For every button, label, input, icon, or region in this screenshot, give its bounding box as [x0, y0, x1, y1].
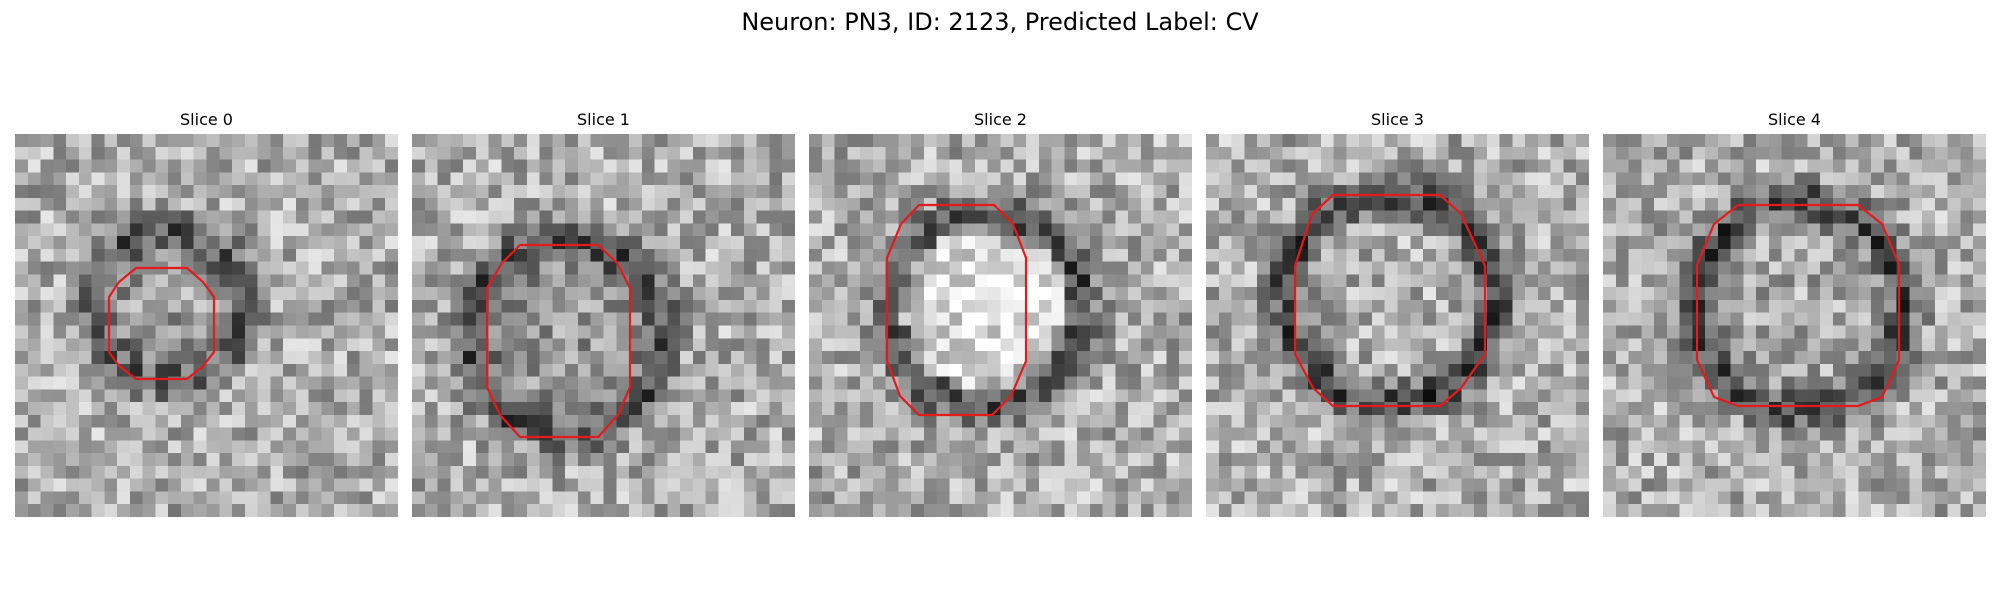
roi-contour: [485, 243, 632, 439]
roi-contour: [1695, 203, 1901, 408]
slice-panel-3: Slice 3: [1206, 110, 1589, 517]
contour-outline: [1695, 203, 1901, 408]
slice-panel-2: Slice 2: [809, 110, 1192, 517]
slice-image: [412, 134, 795, 517]
slice-panel-4: Slice 4: [1603, 110, 1986, 517]
slice-image: [15, 134, 398, 517]
contour-outline: [1293, 193, 1487, 408]
contour-outline: [485, 243, 632, 439]
slice-panel-1: Slice 1: [412, 110, 795, 517]
contour-outline: [885, 203, 1028, 417]
roi-contour: [1293, 193, 1487, 408]
slice-title: Slice 2: [974, 110, 1027, 129]
slice-title: Slice 1: [577, 110, 630, 129]
slice-image: [1206, 134, 1589, 517]
slice-image: [809, 134, 1192, 517]
slice-image: [1603, 134, 1986, 517]
slice-title: Slice 3: [1371, 110, 1424, 129]
contour-outline: [107, 266, 216, 381]
slice-title: Slice 4: [1768, 110, 1821, 129]
roi-contour: [107, 266, 216, 381]
roi-contour: [885, 203, 1028, 417]
figure-title: Neuron: PN3, ID: 2123, Predicted Label: …: [741, 8, 1259, 36]
slice-title: Slice 0: [180, 110, 233, 129]
slice-panel-0: Slice 0: [15, 110, 398, 517]
